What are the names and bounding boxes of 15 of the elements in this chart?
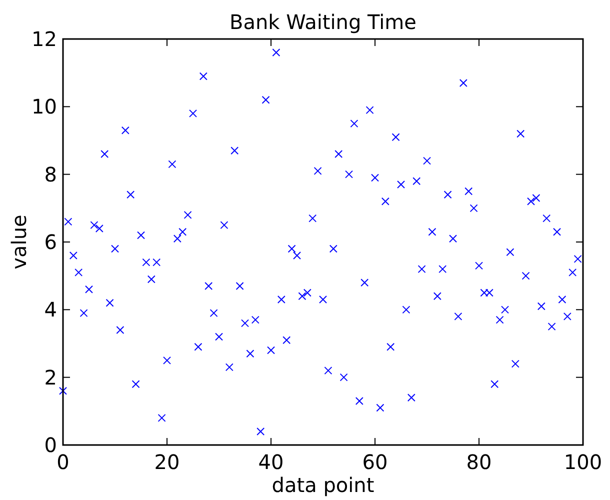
x-tick-label: 80: [466, 450, 492, 474]
x-tick-label: 40: [258, 450, 284, 474]
y-tick-label: 4: [44, 298, 57, 322]
x-tick-label: 100: [564, 450, 602, 474]
y-tick-label: 8: [44, 162, 57, 186]
y-tick-label: 10: [32, 94, 57, 119]
x-tick-label: 20: [154, 450, 180, 474]
y-tick-label: 6: [44, 230, 57, 254]
y-tick-label: 0: [44, 433, 57, 457]
y-axis-title: value: [7, 214, 31, 270]
y-tick-label: 2: [44, 365, 57, 390]
chart-title: Bank Waiting Time: [230, 10, 416, 34]
x-tick-label: 60: [362, 450, 388, 474]
y-tick-label: 12: [32, 27, 57, 51]
x-axis-title: data point: [272, 473, 374, 497]
